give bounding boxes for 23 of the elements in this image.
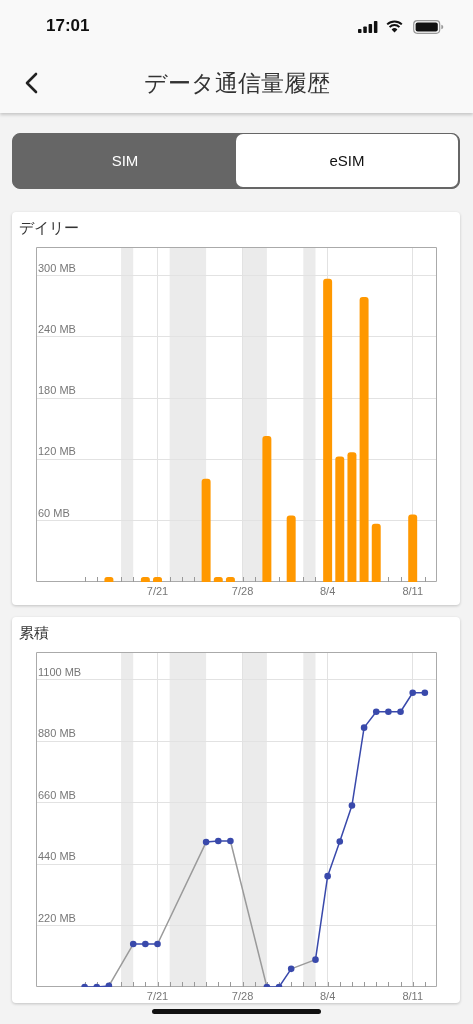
x-tick-label: 7/28 xyxy=(231,989,254,1002)
x-tick-label: 8/4 xyxy=(319,584,336,597)
x-tick-label: 8/4 xyxy=(319,989,336,1002)
chart-title: デイリー xyxy=(19,218,79,238)
text: データ通信量履歴 xyxy=(142,69,331,97)
y-tick-label: 300 MB xyxy=(38,261,76,274)
y-tick-label: 60 MB xyxy=(38,506,70,519)
x-tick-label: 7/21 xyxy=(146,989,169,1002)
y-tick-label: 180 MB xyxy=(38,384,76,397)
y-tick-label: 1100 MB xyxy=(38,665,82,678)
y-tick-label: 880 MB xyxy=(38,727,76,740)
tab: eSIM xyxy=(236,134,458,187)
x-tick-label: 7/21 xyxy=(146,584,169,597)
y-tick-label: 440 MB xyxy=(38,850,76,863)
x-tick-label: 8/11 xyxy=(402,584,423,597)
y-tick-label: 120 MB xyxy=(38,445,76,458)
chart-title: 累積 xyxy=(19,623,49,643)
y-tick-label: 240 MB xyxy=(38,322,76,335)
y-tick-label: 220 MB xyxy=(38,911,76,924)
x-tick-label: 8/11 xyxy=(402,989,423,1002)
y-tick-label: 660 MB xyxy=(38,788,76,801)
text: 17:01 xyxy=(46,16,90,36)
x-tick-label: 7/28 xyxy=(231,584,254,597)
